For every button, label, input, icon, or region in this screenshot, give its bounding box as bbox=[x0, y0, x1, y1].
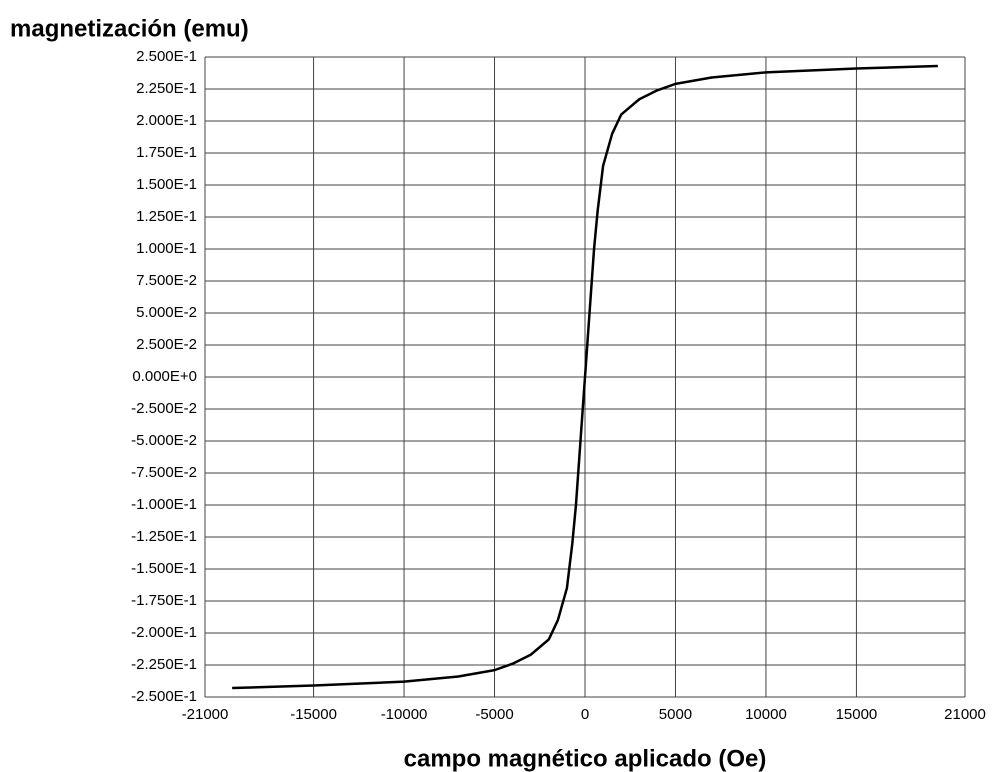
x-tick-label: -10000 bbox=[381, 706, 428, 723]
y-tick-label: 7.500E-2 bbox=[136, 272, 197, 289]
x-tick-label: -15000 bbox=[290, 706, 337, 723]
y-tick-label: 2.500E-1 bbox=[136, 48, 197, 65]
y-tick-label: 0.000E+0 bbox=[132, 368, 197, 385]
x-tick-label: -21000 bbox=[182, 706, 229, 723]
y-tick-label: 1.500E-1 bbox=[136, 176, 197, 193]
y-tick-label: -2.000E-1 bbox=[131, 624, 197, 641]
x-tick-label: 15000 bbox=[836, 706, 878, 723]
y-tick-label: 1.000E-1 bbox=[136, 240, 197, 257]
x-tick-label: 21000 bbox=[944, 706, 986, 723]
y-tick-label: -7.500E-2 bbox=[131, 464, 197, 481]
y-tick-label: -1.500E-1 bbox=[131, 560, 197, 577]
y-tick-label: 5.000E-2 bbox=[136, 304, 197, 321]
y-tick-label: 2.000E-1 bbox=[136, 112, 197, 129]
x-tick-label: 0 bbox=[581, 706, 589, 723]
y-tick-label: -5.000E-2 bbox=[131, 432, 197, 449]
y-tick-label: -1.750E-1 bbox=[131, 592, 197, 609]
x-tick-label: 5000 bbox=[659, 706, 692, 723]
y-tick-label: 1.750E-1 bbox=[136, 144, 197, 161]
y-axis-label: magnetización (emu) bbox=[10, 15, 249, 42]
y-tick-label: 1.250E-1 bbox=[136, 208, 197, 225]
x-axis-label: campo magnético aplicado (Oe) bbox=[404, 745, 767, 772]
y-tick-label: -2.500E-2 bbox=[131, 400, 197, 417]
y-tick-label: -1.000E-1 bbox=[131, 496, 197, 513]
y-tick-label: 2.250E-1 bbox=[136, 80, 197, 97]
y-tick-label: -1.250E-1 bbox=[131, 528, 197, 545]
y-tick-label: 2.500E-2 bbox=[136, 336, 197, 353]
x-tick-label: 10000 bbox=[745, 706, 787, 723]
x-tick-label: -5000 bbox=[475, 706, 513, 723]
y-tick-label: -2.500E-1 bbox=[131, 688, 197, 705]
y-tick-label: -2.250E-1 bbox=[131, 656, 197, 673]
curve bbox=[232, 64, 938, 690]
